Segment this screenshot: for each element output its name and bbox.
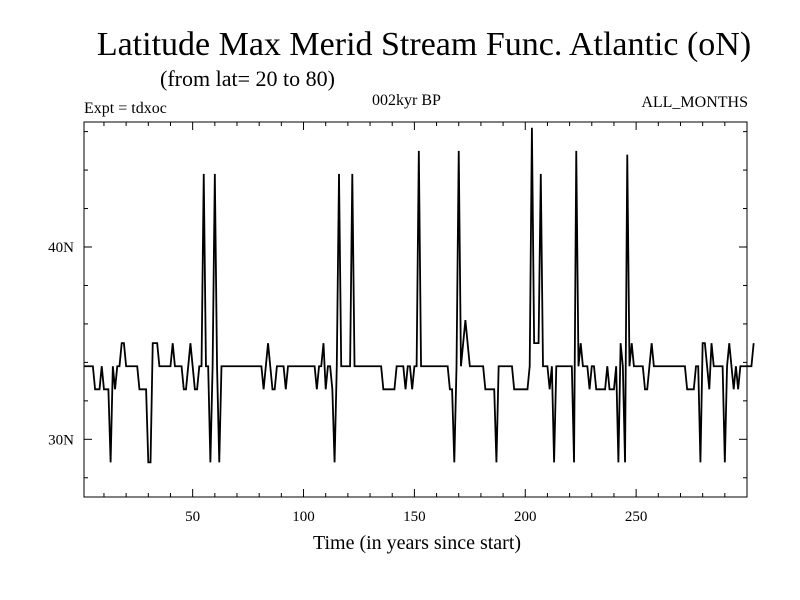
x-tick-label: 50 bbox=[185, 509, 200, 525]
x-tick-label: 200 bbox=[514, 509, 537, 525]
y-tick-label: 30N bbox=[48, 432, 74, 448]
x-tick-label: 250 bbox=[625, 509, 648, 525]
series-line bbox=[84, 127, 755, 464]
y-tick-label: 40N bbox=[48, 240, 74, 256]
x-axis-label: Time (in years since start) bbox=[312, 532, 522, 554]
chart-subtitle: (from lat= 20 to 80) bbox=[160, 66, 335, 91]
chart-title: Latitude Max Merid Stream Func. Atlantic… bbox=[96, 26, 752, 63]
x-tick-label: 100 bbox=[292, 509, 315, 525]
x-tick-label: 150 bbox=[403, 509, 426, 525]
axis-tick-labels: 50 100 150 200 250 30N 40N bbox=[48, 240, 647, 525]
axis-ticks bbox=[84, 122, 748, 497]
experiment-label: Expt = tdxoc bbox=[84, 100, 167, 117]
plot-frame bbox=[83, 121, 748, 498]
months-label: ALL_MONTHS bbox=[641, 94, 748, 111]
period-label: 002kyr BP bbox=[372, 92, 441, 109]
